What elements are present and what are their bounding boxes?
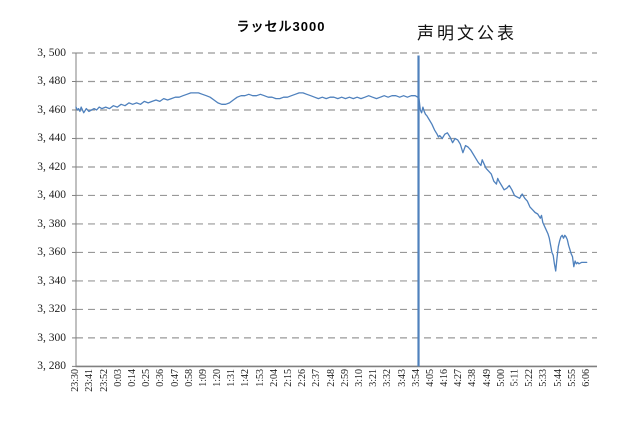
y-tick-label: 3, 480: [37, 75, 66, 88]
y-tick-label: 3, 500: [37, 47, 66, 59]
y-tick-label: 3, 400: [37, 189, 66, 202]
annotation-label: 声明文公表: [417, 24, 517, 43]
y-tick-label: 3, 380: [37, 217, 66, 230]
chart-title: ラッセル3000: [236, 19, 326, 34]
y-tick-label: 3, 320: [37, 303, 66, 316]
y-tick-label: 3, 420: [37, 160, 66, 173]
y-tick-label: 3, 460: [37, 103, 66, 116]
y-tick-label: 3, 280: [37, 360, 66, 373]
y-tick-label: 3, 440: [37, 132, 66, 145]
y-tick-label: 3, 300: [37, 331, 66, 344]
y-tick-label: 3, 340: [37, 274, 66, 287]
y-tick-label: 3, 360: [37, 246, 66, 259]
series-line: [75, 92, 588, 272]
